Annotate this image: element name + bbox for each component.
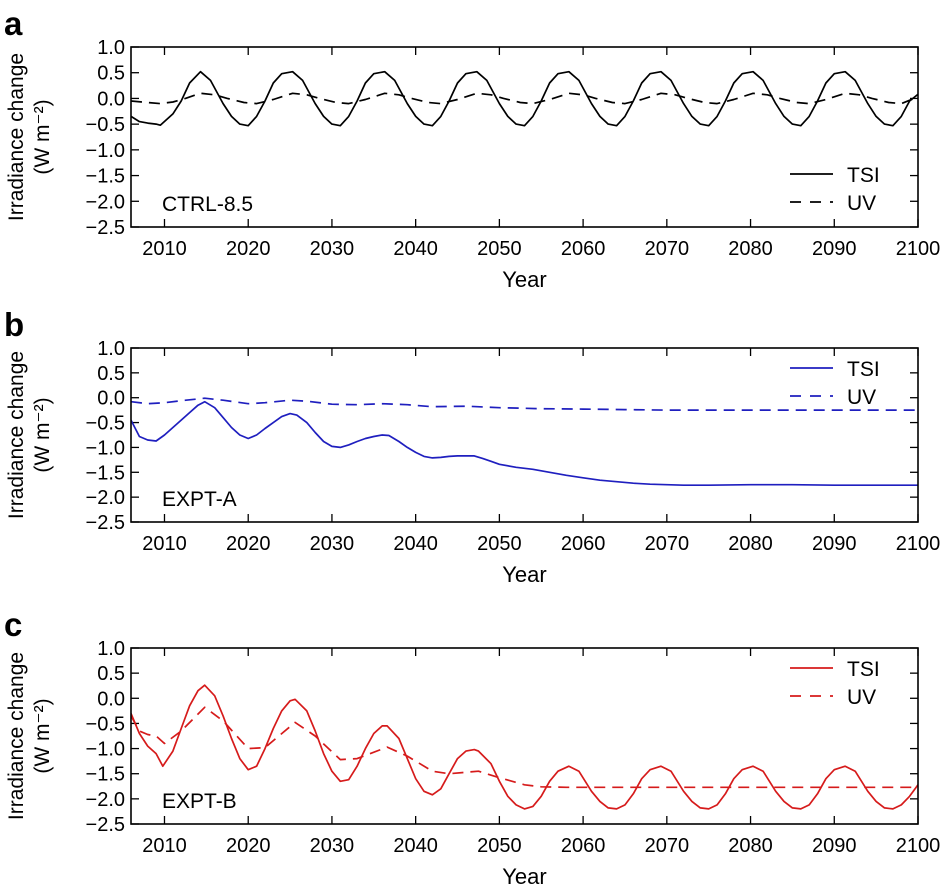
x-tick-label: 2090: [812, 238, 857, 260]
series-line-uv: [131, 397, 918, 411]
y-tick-label: −2.0: [86, 789, 125, 811]
legend: TSI UV: [790, 164, 880, 215]
x-tick-label: 2040: [393, 238, 438, 260]
y-tick-label: −2.5: [86, 217, 125, 239]
x-tick-label: 2080: [728, 533, 773, 555]
x-axis-label: Year: [502, 562, 546, 587]
x-tick-label: 2050: [477, 238, 522, 260]
x-tick-label: 2100: [896, 533, 941, 555]
panel-annotation: EXPT-B: [162, 790, 237, 813]
y-tick-label: −1.5: [86, 764, 125, 786]
y-tick-label: −1.0: [86, 437, 125, 459]
legend-label: UV: [847, 386, 876, 409]
x-tick-label: 2060: [561, 835, 606, 857]
series-group: [131, 397, 918, 487]
x-tick-label: 2010: [142, 238, 187, 260]
x-tick-label: 2010: [142, 533, 187, 555]
x-tick-label: 2090: [812, 835, 857, 857]
y-axis-unit-label: (W m⁻²): [31, 698, 54, 773]
panel-letter: a: [4, 5, 23, 42]
x-tick-label: 2050: [477, 835, 522, 857]
panel-b: b 1.0 0.5 0.0 −0.5−1.0 −1.5 −2.0 −2.5 2010 2020 20…: [4, 306, 940, 587]
y-axis-unit-label: (W m⁻²): [31, 99, 54, 174]
y-axis-label: Irradiance change: [5, 652, 28, 820]
x-tick-label: 2010: [142, 835, 187, 857]
y-tick-label: −0.5: [86, 713, 125, 735]
y-tick-label: −2.0: [86, 487, 125, 509]
x-tick-label: 2060: [561, 238, 606, 260]
legend: TSI UV: [790, 358, 880, 409]
plot-frame: [130, 647, 919, 825]
y-tick-label: −1.5: [86, 166, 125, 188]
y-tick-label: 0.0: [97, 88, 125, 110]
legend: TSI UV: [790, 658, 880, 709]
y-tick-label: 0.0: [97, 688, 125, 710]
y-axis-unit-label: (W m⁻²): [31, 397, 54, 472]
series-line-uv: [131, 706, 918, 789]
x-tick-label: 2020: [226, 533, 271, 555]
panel-letter: b: [4, 306, 24, 343]
series-group: [131, 70, 918, 127]
y-axis-label: Irradiance change: [5, 53, 28, 221]
x-tick-label: 2020: [226, 835, 271, 857]
legend-label: TSI: [847, 164, 880, 187]
y-axis-label: Irradiance change: [5, 351, 28, 519]
y-tick-label: −1.5: [86, 462, 125, 484]
y-tick-label: 1.0: [97, 37, 125, 59]
x-tick-label: 2080: [728, 835, 773, 857]
panel-letter: c: [4, 606, 22, 643]
series-group: [131, 684, 918, 810]
legend-label: TSI: [847, 358, 880, 381]
series-line-tsi: [131, 400, 918, 487]
x-axis-label: Year: [502, 267, 546, 292]
x-tick-label: 2100: [896, 835, 941, 857]
plot-frame: [130, 46, 919, 228]
y-tick-label: −2.5: [86, 512, 125, 534]
x-tick-label: 2070: [645, 238, 690, 260]
x-tick-label: 2020: [226, 238, 271, 260]
x-tick-label: 2090: [812, 533, 857, 555]
x-tick-label: 2030: [310, 238, 355, 260]
x-tick-label: 2040: [393, 835, 438, 857]
y-tick-label: 0.5: [97, 363, 125, 385]
x-tick-label: 2070: [645, 533, 690, 555]
x-tick-label: 2060: [561, 533, 606, 555]
panel-c: c 1.0 0.5 0.0 −0.5 −1.0 −1.5 −2.0 −2.5 2010 2020 20…: [4, 606, 940, 889]
y-tick-label: −0.5: [86, 114, 125, 136]
series-line-tsi: [131, 684, 918, 810]
y-tick-label: −2.5: [86, 814, 125, 836]
y-tick-label: −0.5: [86, 413, 125, 435]
panel-a: a 1.0 0.5 0.0 −0.5 −1.0 −1.5 −2.0 −2.5 2010 2020 20…: [4, 5, 940, 292]
panel-annotation: CTRL-8.5: [162, 193, 253, 216]
x-tick-label: 2100: [896, 238, 941, 260]
y-tick-label: 1.0: [97, 338, 125, 360]
panel-annotation: EXPT-A: [162, 488, 237, 511]
y-tick-label: 0.5: [97, 663, 125, 685]
y-tick-label: −2.0: [86, 191, 125, 213]
series-line-tsi: [131, 70, 918, 127]
legend-label: UV: [847, 686, 876, 709]
x-axis-label: Year: [502, 864, 546, 889]
x-tick-label: 2030: [310, 533, 355, 555]
legend-label: UV: [847, 192, 876, 215]
plot-frame: [130, 347, 919, 523]
y-tick-label: 0.0: [97, 388, 125, 410]
y-tick-label: 1.0: [97, 638, 125, 660]
legend-label: TSI: [847, 658, 880, 681]
x-tick-label: 2050: [477, 533, 522, 555]
x-tick-label: 2070: [645, 835, 690, 857]
y-tick-label: −1.0: [86, 739, 125, 761]
x-tick-label: 2030: [310, 835, 355, 857]
y-tick-label: 0.5: [97, 63, 125, 85]
x-tick-label: 2080: [728, 238, 773, 260]
y-tick-label: −1.0: [86, 140, 125, 162]
x-tick-label: 2040: [393, 533, 438, 555]
series-line-uv: [131, 92, 918, 105]
